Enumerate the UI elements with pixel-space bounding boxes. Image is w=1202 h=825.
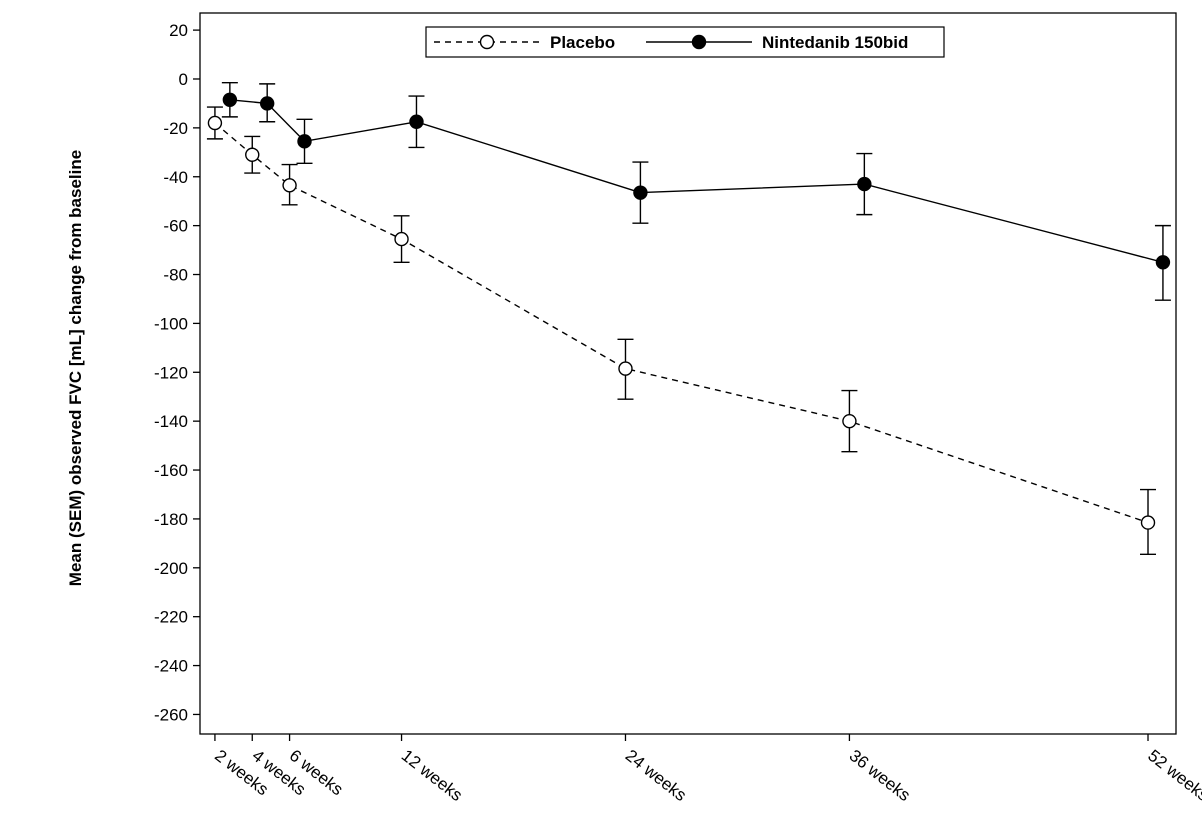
x-tick-label-4: 24 weeks xyxy=(622,746,690,805)
data-point-0-0 xyxy=(207,115,223,131)
y-tick-label-8: -140 xyxy=(154,412,188,431)
data-point-1-5 xyxy=(857,176,872,192)
series-line-0 xyxy=(214,122,1149,524)
y-tick-label-2: -20 xyxy=(163,119,188,138)
data-point-0-2 xyxy=(282,178,297,193)
x-tick-label-6: 52 weeks xyxy=(1144,746,1202,805)
y-tick-label-1: 0 xyxy=(179,70,188,89)
legend-label-1: Nintedanib 150bid xyxy=(762,33,908,52)
plot-area: 20 0 -20 -40 -60 -80 -100 -120 -140 -160 -180 -200 -… xyxy=(154,12,1202,805)
y-tick-label-3: -40 xyxy=(163,168,188,187)
data-point-1-6 xyxy=(1155,255,1171,270)
data-point-0-4 xyxy=(618,361,633,376)
y-tick-label-4: -60 xyxy=(163,217,188,236)
data-point-0-1 xyxy=(245,147,260,162)
data-point-1-4 xyxy=(633,185,648,200)
y-tick-label-5: -80 xyxy=(163,266,188,285)
y-tick-label-9: -160 xyxy=(154,461,188,480)
data-point-0-6 xyxy=(1140,515,1156,530)
y-tick-label-14: -260 xyxy=(154,705,188,724)
y-tick-label-6: -100 xyxy=(154,314,188,333)
legend-label-0: Placebo xyxy=(550,33,615,52)
data-point-0-3 xyxy=(394,231,409,247)
legend: Placebo Nintedanib 150bid xyxy=(425,26,945,58)
y-tick-label-10: -180 xyxy=(154,510,188,529)
data-point-1-3 xyxy=(409,114,424,129)
y-axis-title: Mean (SEM) observed FVC [mL] change from… xyxy=(66,150,85,586)
data-point-1-1 xyxy=(259,96,275,111)
y-tick-label-7: -120 xyxy=(154,363,188,382)
data-point-1-2 xyxy=(297,134,312,149)
y-tick-label-13: -240 xyxy=(154,657,188,676)
plot-frame xyxy=(199,12,1177,735)
legend-marker-1 xyxy=(691,34,707,50)
y-tick-label-11: -200 xyxy=(154,559,188,578)
legend-marker-0 xyxy=(479,34,495,50)
data-point-0-5 xyxy=(842,413,857,429)
data-point-1-0 xyxy=(222,92,238,107)
x-tick-label-5: 36 weeks xyxy=(846,746,914,805)
series-line-1 xyxy=(229,99,1164,263)
y-tick-label-0: 20 xyxy=(169,21,188,40)
y-tick-label-12: -220 xyxy=(154,608,188,627)
x-tick-label-3: 12 weeks xyxy=(398,746,466,805)
